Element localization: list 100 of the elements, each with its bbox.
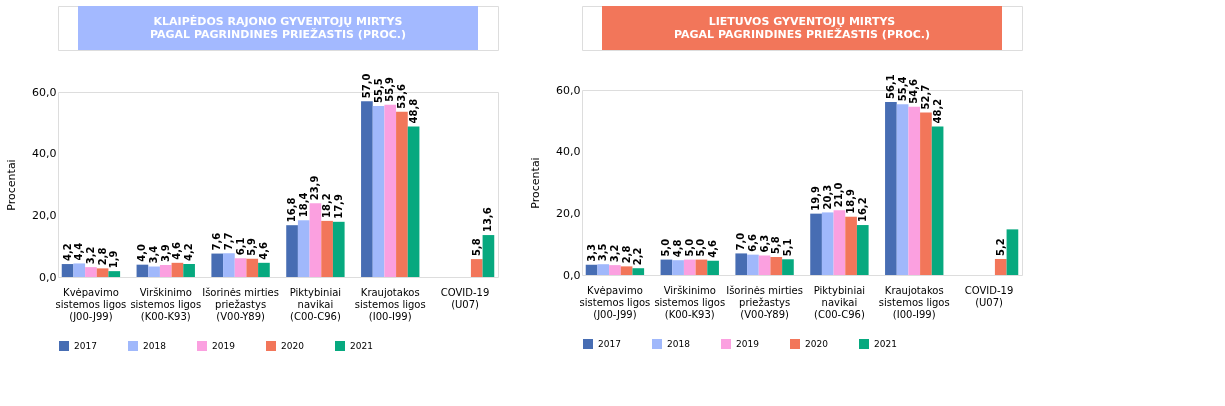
bar: [920, 112, 932, 275]
data-label: 18,9: [845, 189, 857, 214]
data-label: 21,0: [833, 182, 845, 208]
bar: [108, 271, 121, 277]
bar: [994, 258, 1007, 275]
bar: [148, 266, 160, 277]
data-label: 16,2: [856, 197, 868, 223]
bar: [609, 265, 621, 275]
bar: [234, 258, 247, 277]
data-label: 5,8: [770, 236, 782, 255]
x-tick-label: COVID-19 (U07): [440, 286, 490, 310]
data-label: 3,2: [608, 244, 620, 263]
y-tick-label: 20,0: [32, 208, 57, 222]
x-tick-label: Piktybiniai navikai (C00-C96): [289, 286, 342, 322]
data-label: 16,8: [286, 197, 298, 223]
bar: [159, 264, 172, 277]
bar: [246, 258, 259, 277]
data-label: 3,2: [84, 246, 96, 265]
data-label: 7,0: [735, 232, 747, 251]
data-label: 4,0: [136, 243, 148, 262]
bar: [695, 259, 708, 275]
data-label: 5,8: [470, 238, 482, 257]
bar: [407, 126, 420, 277]
data-label: 6,6: [746, 233, 758, 252]
data-label: 57,0: [360, 73, 372, 99]
data-label: 5,0: [695, 238, 707, 257]
legend-label: 2017: [598, 339, 621, 349]
bar: [833, 210, 846, 275]
bar: [183, 264, 195, 277]
legend-label: 2020: [281, 341, 305, 351]
data-label: 4,6: [171, 242, 183, 260]
bar: [758, 255, 771, 275]
data-label: 4,6: [257, 242, 269, 260]
bar: [85, 267, 97, 277]
bar: [286, 225, 298, 277]
legend-label: 2021: [350, 341, 373, 351]
bar: [747, 254, 759, 275]
data-label: 18,2: [321, 193, 333, 218]
x-tick-label: Virškinimo sistemos ligos (K00-K93): [130, 286, 202, 322]
bar: [931, 126, 944, 275]
data-label: 56,1: [884, 74, 896, 100]
data-label: 5,0: [683, 238, 695, 257]
data-label: 54,6: [908, 78, 920, 104]
bar: [482, 235, 495, 277]
bar: [683, 259, 696, 275]
data-label: 5,0: [660, 238, 672, 257]
bar: [372, 105, 385, 277]
data-label: 55,4: [896, 76, 908, 102]
data-label: 4,4: [73, 242, 85, 261]
x-tick-label: Piktybiniai navikai (C00-C96): [813, 284, 866, 320]
bar: [908, 106, 921, 275]
bar: [470, 259, 483, 277]
bar: [782, 259, 794, 275]
bar: [384, 104, 397, 277]
x-tick-label: Išorinės mirties priežastys (V00-Y89): [202, 286, 279, 322]
data-label: 1,9: [108, 250, 120, 269]
data-label: 52,7: [919, 84, 931, 110]
data-label: 2,8: [620, 245, 632, 264]
x-tick-label: Virškinimo sistemos ligos (K00-K93): [654, 284, 726, 320]
data-label: 17,9: [332, 194, 344, 219]
y-axis-title: Procentai: [529, 157, 543, 209]
data-label: 4,6: [707, 240, 719, 258]
data-label: 5,2: [994, 238, 1006, 256]
legend-label: 2021: [874, 339, 897, 349]
data-label: 55,9: [384, 76, 396, 102]
bar: [361, 101, 373, 277]
legend-label: 2019: [736, 339, 760, 349]
y-tick-label: 40,0: [32, 147, 57, 161]
data-label: 20,3: [821, 184, 833, 210]
y-tick-label: 0,0: [563, 268, 581, 282]
bar: [396, 111, 408, 277]
data-label: 6,1: [234, 237, 246, 256]
bar: [96, 268, 109, 277]
data-label: 19,9: [810, 185, 822, 211]
bar: [73, 263, 86, 277]
data-label: 55,5: [372, 78, 384, 103]
x-tick-label: Kvėpavimo sistemos ligos (J00-J99): [55, 286, 127, 322]
data-label: 4,2: [183, 243, 195, 262]
legend-label: 2018: [667, 339, 691, 349]
bar: [672, 260, 684, 275]
legend-label: 2020: [805, 339, 829, 349]
bar: [258, 262, 270, 277]
bar: [707, 260, 719, 275]
bar: [632, 268, 645, 275]
bar: [845, 216, 857, 275]
data-label: 7,7: [222, 232, 234, 251]
data-label: 48,2: [931, 98, 943, 124]
legend-label: 2019: [212, 341, 236, 351]
bar: [61, 264, 74, 277]
bar: [309, 203, 322, 277]
bar: [735, 253, 748, 275]
bar: [297, 220, 310, 277]
y-tick-label: 60,0: [32, 85, 57, 99]
bar: [896, 104, 909, 275]
chart-title: LIETUVOS GYVENTOJŲ MIRTYS PAGAL PAGRINDINES PRIEŽASTIS (PROC.): [673, 15, 931, 41]
y-tick-label: 0,0: [39, 270, 57, 284]
bar: [1006, 229, 1019, 275]
bar: [211, 253, 224, 277]
y-axis-title: Procentai: [5, 159, 19, 211]
data-label: 2,2: [632, 247, 644, 266]
